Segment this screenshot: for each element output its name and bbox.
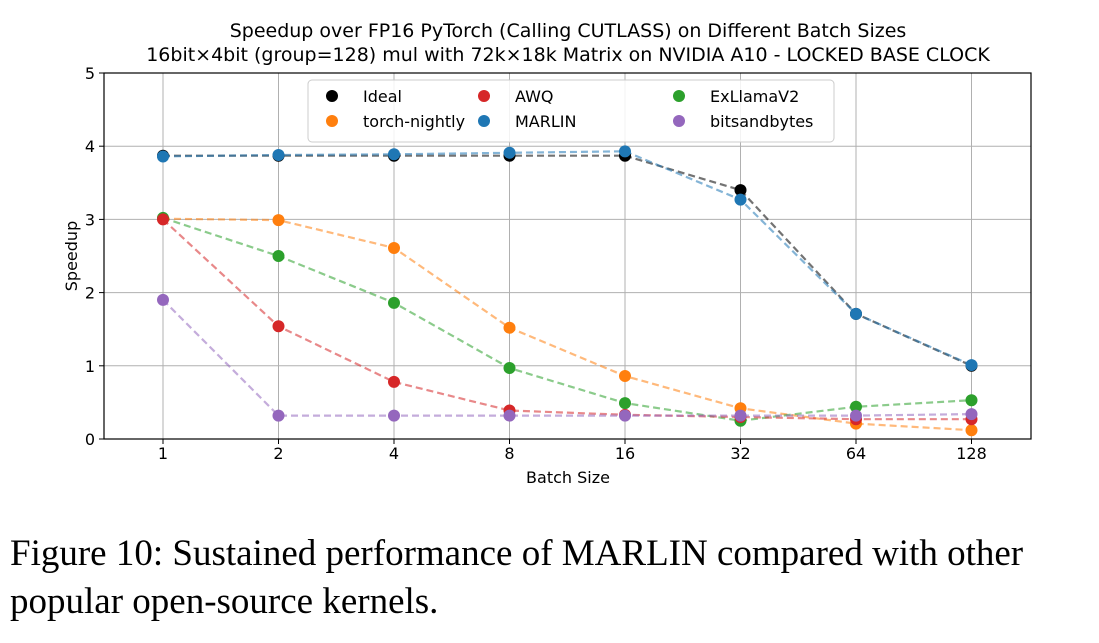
data-point-exllamav2 xyxy=(388,296,400,309)
y-tick-label: 4 xyxy=(85,137,95,156)
data-point-exllamav2 xyxy=(272,250,285,262)
x-axis-label: Batch Size xyxy=(526,468,610,487)
data-point-torch-nightly xyxy=(503,321,516,334)
series-line-marlin xyxy=(162,150,972,367)
legend-label-bitsandbytes: bitsandbytes xyxy=(710,112,813,131)
plot-frame xyxy=(103,72,1032,440)
axis-ticks: 1 2 4 8 16 32 64 128 0 1 2 3 4 5 xyxy=(85,64,987,463)
series-line-awq xyxy=(162,218,972,421)
data-point-ideal xyxy=(734,184,747,197)
x-tick-label: 8 xyxy=(504,444,514,463)
data-point-marlin xyxy=(272,148,285,161)
data-point-exllamav2 xyxy=(619,397,631,410)
series-lines xyxy=(162,150,972,432)
data-point-marlin xyxy=(619,145,631,158)
data-point-torch-nightly xyxy=(619,370,631,383)
y-tick-label: 0 xyxy=(85,430,95,449)
legend-marker-exllamav2 xyxy=(673,90,685,102)
legend-marker-bitsandbytes xyxy=(673,115,685,127)
x-tick-label: 64 xyxy=(846,444,866,463)
x-tick-label: 16 xyxy=(615,444,635,463)
data-point-exllamav2 xyxy=(503,361,516,374)
data-point-bitsandbytes xyxy=(272,409,285,422)
y-tick-label: 5 xyxy=(85,64,95,83)
series-line-torch-nightly xyxy=(162,217,972,432)
x-tick-label: 2 xyxy=(273,444,283,463)
data-point-exllamav2 xyxy=(965,394,978,407)
y-tick-label: 2 xyxy=(85,284,95,303)
speedup-chart: Speedup over FP16 PyTorch (Calling CUTLA… xyxy=(62,20,1032,487)
series-line-ideal xyxy=(163,154,972,367)
data-point-bitsandbytes xyxy=(157,293,169,306)
x-tick-label: 128 xyxy=(956,444,987,463)
legend: Ideal torch-nightly AWQ MARLIN ExLlamaV2 bits… xyxy=(307,79,835,143)
data-point-bitsandbytes xyxy=(619,409,631,422)
legend-label-marlin: MARLIN xyxy=(515,112,576,131)
legend-marker-ideal xyxy=(326,90,338,102)
y-tick-label: 3 xyxy=(85,210,95,229)
data-point-exllamav2 xyxy=(850,400,862,413)
data-point-bitsandbytes xyxy=(503,409,516,422)
legend-marker-torch-nightly xyxy=(326,115,338,127)
data-point-marlin xyxy=(157,150,169,163)
legend-label-exllamav2: ExLlamaV2 xyxy=(710,87,799,106)
data-point-torch-nightly xyxy=(965,424,978,437)
figure-caption: Figure 10: Sustained performance of MARL… xyxy=(10,533,1024,622)
y-tick-label: 1 xyxy=(85,357,95,376)
data-point-bitsandbytes xyxy=(850,409,862,422)
data-point-bitsandbytes xyxy=(388,409,400,422)
legend-label-torch-nightly: torch-nightly xyxy=(363,112,465,131)
data-point-awq xyxy=(272,320,285,333)
data-point-torch-nightly xyxy=(272,214,285,227)
legend-label-awq: AWQ xyxy=(515,87,553,106)
series-points xyxy=(157,145,978,437)
y-axis-label: Speedup xyxy=(62,221,81,291)
data-point-marlin xyxy=(734,193,747,206)
data-point-marlin xyxy=(503,146,516,159)
legend-marker-awq xyxy=(478,90,490,102)
chart-title: Speedup over FP16 PyTorch (Calling CUTLA… xyxy=(230,20,907,42)
data-point-bitsandbytes xyxy=(965,408,978,421)
data-point-awq xyxy=(388,375,400,388)
series-line-exllamav2 xyxy=(162,216,972,422)
data-point-torch-nightly xyxy=(388,241,400,254)
data-point-marlin xyxy=(965,359,978,372)
series-line-bitsandbytes xyxy=(162,299,972,417)
data-point-marlin xyxy=(850,307,862,320)
x-tick-label: 32 xyxy=(730,444,750,463)
data-point-bitsandbytes xyxy=(734,409,747,422)
data-point-marlin xyxy=(388,148,400,161)
data-point-awq xyxy=(157,213,169,226)
chart-subtitle: 16bit×4bit (group=128) mul with 72k×18k … xyxy=(146,44,990,66)
x-tick-label: 4 xyxy=(389,444,399,463)
x-tick-label: 1 xyxy=(158,444,168,463)
legend-marker-marlin xyxy=(478,115,490,127)
legend-box xyxy=(307,79,835,143)
legend-label-ideal: Ideal xyxy=(363,87,402,106)
